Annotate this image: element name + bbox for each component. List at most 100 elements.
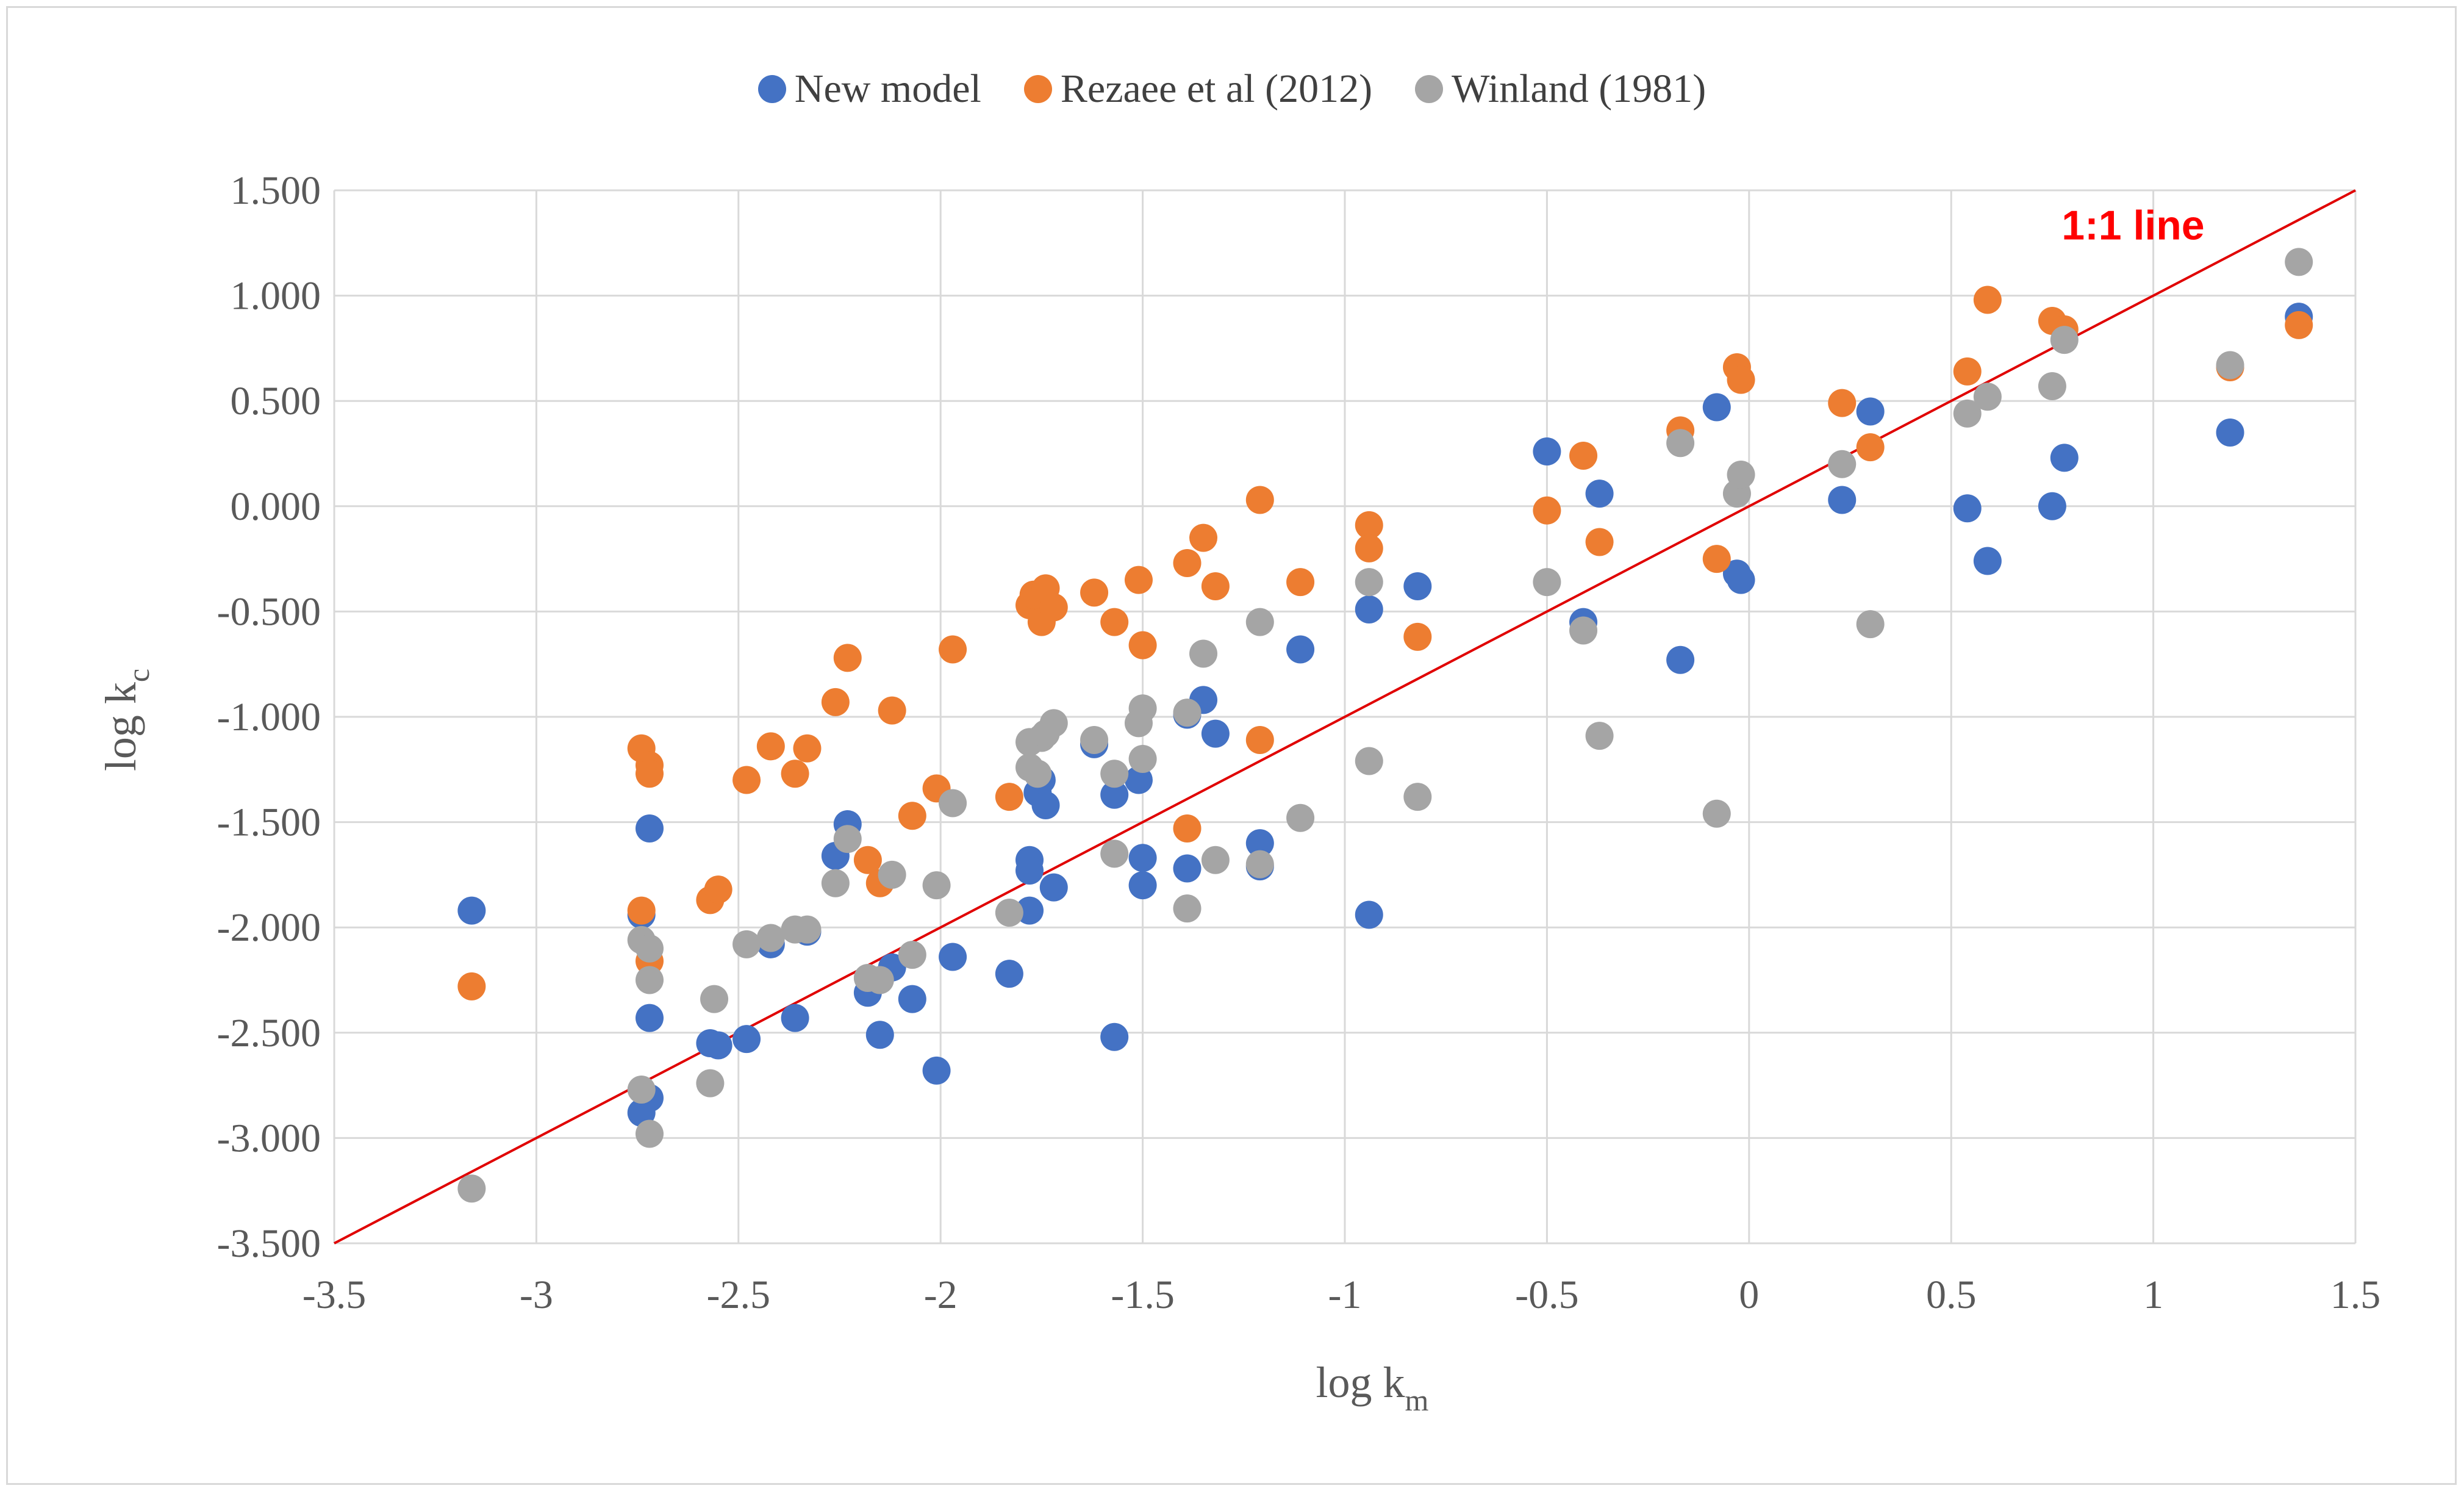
point-new-model (2038, 492, 2066, 520)
x-tick-label: 0.5 (1926, 1273, 1977, 1317)
legend-label-new-model: New model (794, 66, 981, 111)
point-winland (1856, 610, 1885, 639)
point-rezaee (1201, 572, 1230, 600)
point-new-model (635, 1004, 664, 1032)
point-new-model (732, 1025, 761, 1054)
y-tick-label: -2.500 (217, 1011, 321, 1055)
point-winland (627, 1076, 656, 1104)
x-tick-label: 1.5 (2330, 1273, 2381, 1317)
point-rezaee (1173, 549, 1202, 578)
point-new-model (1355, 595, 1383, 623)
point-new-model (1953, 494, 1982, 523)
point-new-model (922, 1056, 951, 1085)
point-rezaee (878, 696, 906, 725)
point-winland (756, 924, 785, 952)
point-winland (457, 1174, 486, 1203)
point-new-model (1128, 844, 1157, 872)
point-rezaee (853, 846, 882, 874)
point-new-model (1666, 645, 1695, 674)
point-rezaee (732, 766, 761, 794)
x-tick-label: 1 (2143, 1273, 2163, 1317)
point-rezaee (1355, 511, 1383, 539)
legend-label-winland: Winland (1981) (1452, 66, 1707, 111)
point-winland (1355, 568, 1383, 597)
point-new-model (1533, 437, 1561, 466)
point-rezaee (1245, 725, 1274, 754)
point-winland (2216, 351, 2244, 379)
point-rezaee (781, 760, 809, 788)
x-tick-label: -0.5 (1515, 1273, 1578, 1317)
x-tick-label: -1 (1328, 1273, 1362, 1317)
y-tick-label: -3.500 (217, 1221, 321, 1266)
y-axis-title: log kc (96, 669, 156, 771)
point-winland (1201, 846, 1230, 874)
point-winland (1286, 803, 1315, 832)
point-rezaee (2285, 311, 2313, 339)
point-winland (732, 930, 761, 958)
point-new-model (1727, 566, 1755, 594)
point-rezaee (1585, 528, 1614, 556)
point-new-model (1124, 766, 1153, 794)
point-new-model (1100, 780, 1129, 809)
point-winland (1702, 799, 1731, 828)
point-rezaee (939, 635, 967, 664)
point-winland (821, 869, 850, 897)
point-new-model (457, 896, 486, 925)
point-rezaee (1355, 534, 1383, 562)
point-new-model (1015, 856, 1044, 885)
point-winland (1189, 639, 1218, 668)
point-rezaee (1533, 496, 1561, 525)
point-winland (1245, 850, 1274, 878)
tick-labels: -3.5 -3 -2.5 -2 -1.5 -1 -0.5 0 0.5 1 1.5 1.500 1.000… (217, 168, 2381, 1317)
point-new-model (1128, 871, 1157, 900)
point-winland (1569, 616, 1598, 645)
point-rezaee (1702, 545, 1731, 573)
point-rezaee (1245, 486, 1274, 514)
legend: New model Rezaee et al (2012) Winland (1… (0, 66, 2464, 112)
point-new-model (1015, 896, 1044, 925)
point-rezaee (1569, 441, 1598, 470)
point-winland (833, 825, 862, 853)
point-rezaee (833, 644, 862, 672)
point-winland (1828, 450, 1857, 478)
point-winland (1023, 760, 1052, 788)
point-rezaee (898, 802, 926, 830)
point-rezaee (1100, 608, 1129, 636)
x-tick-label: -3.5 (303, 1273, 366, 1317)
y-tick-label: 1.500 (231, 168, 321, 213)
x-tick-label: -2 (924, 1273, 958, 1317)
point-rezaee (457, 972, 486, 1001)
point-winland (1533, 568, 1561, 597)
point-new-model (2050, 444, 2079, 472)
point-winland (700, 985, 729, 1013)
point-new-model (1286, 635, 1315, 664)
point-rezaee (1856, 433, 1885, 462)
point-winland (1173, 699, 1202, 727)
point-new-model (1100, 1022, 1129, 1051)
point-new-model (704, 1031, 732, 1060)
point-new-model (1355, 900, 1383, 929)
point-rezaee (1189, 523, 1218, 552)
point-winland (1039, 709, 1068, 738)
point-winland (635, 934, 664, 963)
x-axis-title-main: log k (1316, 1358, 1405, 1407)
point-winland (635, 966, 664, 994)
point-winland (878, 860, 906, 889)
y-tick-label: -3.000 (217, 1116, 321, 1160)
point-winland (1128, 745, 1157, 774)
point-winland (1100, 760, 1129, 788)
y-tick-label: 1.000 (231, 274, 321, 318)
x-tick-label: 0 (1739, 1273, 1759, 1317)
point-new-model (1856, 397, 1885, 426)
point-new-model (995, 960, 1023, 988)
x-tick-label: -3 (520, 1273, 553, 1317)
point-rezaee (627, 896, 656, 925)
point-new-model (939, 943, 967, 971)
one-to-one-annotation: 1:1 line (2061, 203, 2204, 249)
point-rezaee (1286, 568, 1315, 597)
point-new-model (1702, 393, 1731, 422)
point-winland (1245, 608, 1274, 636)
point-winland (2038, 372, 2066, 401)
point-rezaee (1828, 389, 1857, 417)
point-new-model (1201, 719, 1230, 748)
